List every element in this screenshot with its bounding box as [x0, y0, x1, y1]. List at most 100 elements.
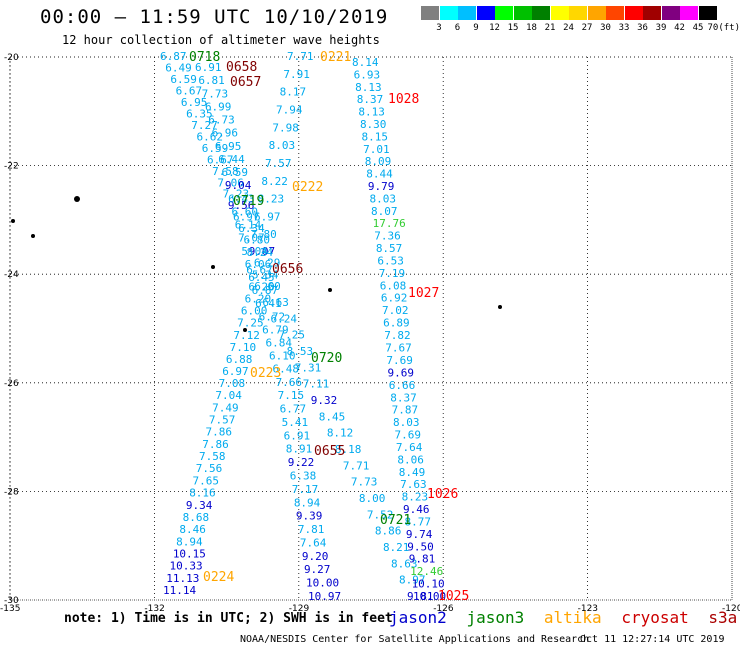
wave-height-value: 7.49: [212, 401, 239, 414]
wave-height-value: 6.59: [202, 142, 229, 155]
lat-tick-label: -30: [4, 596, 19, 606]
wave-height-value: 7.69: [386, 354, 413, 367]
legend-note: note: 1) Time is in UTC; 2) SWH is in fe…: [64, 611, 393, 626]
wave-height-value: 6.67: [207, 153, 234, 166]
wave-height-value: 6.38: [290, 470, 317, 483]
scale-label: 24: [563, 23, 574, 33]
wave-height-value: 10.10: [412, 578, 445, 591]
wave-height-value: 6.77: [280, 403, 307, 416]
scale-label: 70(ft): [707, 23, 740, 33]
wave-height-value: 9.04: [225, 179, 252, 192]
wave-height-value: 6.35: [186, 107, 213, 120]
wave-height-value: 6.92: [381, 292, 408, 305]
satellite-label-cryosat: cryosat: [621, 608, 689, 627]
wave-height-value: 6.67: [176, 84, 203, 97]
wave-height-value: 7.52: [367, 508, 394, 521]
wave-height-value: 8.68: [183, 511, 210, 524]
wave-height-value: 8.23: [258, 193, 285, 206]
wave-height-value: 7.15: [278, 389, 305, 402]
wave-height-value: 8.44: [366, 168, 393, 181]
wave-height-value: 8.46: [179, 523, 206, 536]
wave-height-value: 6.29: [254, 257, 281, 270]
wave-height-value: 8.37: [357, 93, 384, 106]
map-subtitle: 12 hour collection of altimeter wave hei…: [62, 33, 380, 47]
wave-height-value: 7.87: [392, 404, 419, 417]
wave-height-value: 6.93: [354, 68, 381, 81]
wave-height-value: 6.60: [254, 280, 281, 293]
wave-height-value: 9.81: [407, 590, 434, 603]
wave-height-value: 8.03: [269, 139, 296, 152]
wave-height-value: 7.17: [292, 483, 319, 496]
wave-height-value: 8.49: [399, 466, 426, 479]
pass-time-altika: 0223: [250, 366, 281, 381]
wave-height-value: 6.44: [218, 153, 245, 166]
wave-height-value: 6.96: [212, 127, 239, 140]
pass-time-altika: 0222: [292, 180, 323, 195]
wave-height-value: 8.45: [319, 410, 346, 423]
island-marker: [74, 196, 80, 202]
wave-height-value: 7.23: [223, 188, 250, 201]
pass-time-s3a: 1026: [427, 487, 458, 502]
satellite-label-s3a: s3a: [708, 608, 738, 627]
wave-height-value: 7.01: [363, 143, 390, 156]
wave-height-value: 7.82: [384, 329, 411, 342]
scale-swatch: [513, 6, 532, 20]
wave-height-value: 9.27: [304, 563, 331, 576]
wave-height-value: 8.23: [402, 491, 429, 504]
wave-height-value: 7.12: [233, 329, 260, 342]
lat-tick-label: -22: [4, 162, 19, 172]
scale-swatch: [606, 6, 624, 20]
scale-label: 18: [526, 23, 537, 33]
wave-height-value: 6.91: [195, 61, 222, 74]
scale-label: 9: [473, 23, 479, 33]
wave-height-value: 6.10: [269, 350, 296, 363]
wave-height-value: 6.89: [383, 317, 410, 330]
pass-time-cryosat: 0657: [230, 75, 261, 90]
wave-height-value: 7.04: [215, 389, 242, 402]
map-title: 00:00 — 11:59 UTC 10/10/2019: [40, 6, 389, 28]
wave-height-value: 8.94: [294, 496, 321, 509]
wave-height-value: 7.56: [196, 462, 223, 475]
island-marker: [211, 265, 215, 269]
wave-height-value: 9.56: [228, 199, 255, 212]
island-marker: [328, 288, 332, 292]
wave-height-value: 7.27: [191, 119, 218, 132]
wave-height-value: 6.99: [205, 100, 232, 113]
wave-height-value: 9.20: [302, 550, 329, 563]
wave-height-value: 8.16: [189, 487, 216, 500]
wave-height-value: 8.37: [390, 391, 417, 404]
wave-height-value: 9.74: [406, 528, 433, 541]
wave-height-value: 8.30: [360, 118, 387, 131]
scale-label: 42: [674, 23, 685, 33]
lon-tick-label: -132: [144, 604, 164, 614]
wave-height-value: 6.80: [243, 234, 270, 247]
wave-height-value: 6.87: [252, 284, 278, 297]
scale-swatch: [569, 6, 587, 20]
scale-swatch: [624, 6, 643, 20]
wave-height-value: 8.57: [376, 242, 403, 255]
wave-height-value: 6.49: [165, 61, 192, 74]
wave-height-value: 8.22: [261, 175, 288, 188]
wave-height-value: 7.02: [382, 304, 409, 317]
wave-height-value: 9.50: [407, 540, 434, 553]
lat-tick-label: -26: [4, 379, 19, 389]
scale-swatch: [495, 6, 513, 20]
wave-height-value: 7.66: [276, 376, 303, 389]
wave-height-value: 10.33: [170, 560, 203, 573]
wave-height-value: 7.71: [287, 50, 314, 63]
track-c: 7.71 7.91 8.17 7.94 7.98 8.03 7.57 8.22 8.23 6.97…: [246, 50, 433, 603]
wave-height-value: 8.18: [335, 443, 362, 456]
wave-height-value: 8.91: [286, 443, 313, 456]
lon-tick-label: -135: [0, 604, 20, 614]
wave-height-value: 6.97: [233, 211, 260, 224]
lat-tick-label: -20: [4, 53, 19, 63]
wave-height-value: 7.25: [279, 329, 306, 342]
pass-time-s3a: 1028: [388, 92, 419, 107]
wave-height-value: 6.53: [377, 254, 404, 267]
wave-height-value: 5.04: [241, 245, 268, 258]
wave-height-value: 6.95: [215, 140, 242, 153]
satellite-label-altika: altika: [543, 608, 602, 627]
island-marker: [498, 305, 502, 309]
wave-height-value: 6.20: [245, 293, 272, 306]
